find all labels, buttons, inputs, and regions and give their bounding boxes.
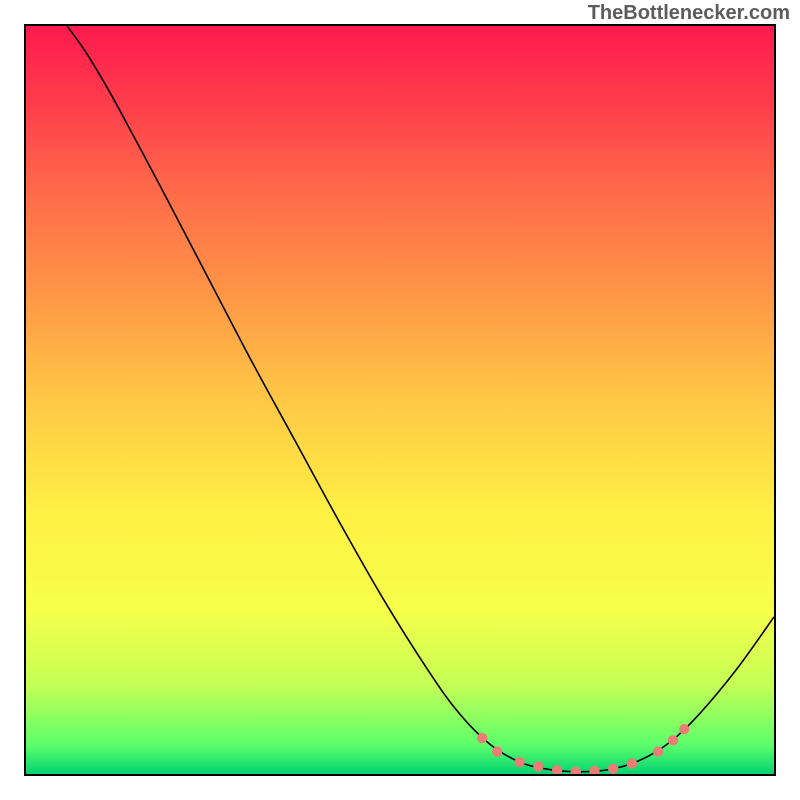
chart-container: TheBottlenecker.com <box>0 0 800 800</box>
plot-area <box>24 24 776 781</box>
bottleneck-curve-chart <box>24 24 776 776</box>
watermark-label: TheBottlenecker.com <box>588 2 790 25</box>
